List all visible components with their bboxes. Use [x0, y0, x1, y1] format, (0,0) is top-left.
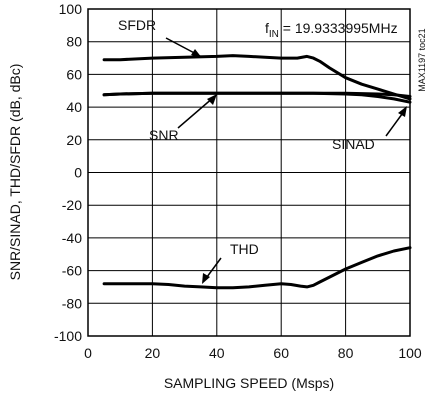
sinad-arrowhead [398, 106, 407, 117]
y-tick-label-60: 60 [66, 66, 82, 82]
y-tick-label-40: 40 [66, 99, 82, 115]
x-tick-label-0: 0 [84, 345, 92, 361]
series-line-thd [102, 246, 412, 290]
thd-arrowhead [202, 273, 210, 284]
x-tick-label-100: 100 [398, 345, 422, 361]
y-tick-label-20: 20 [66, 132, 82, 148]
y-tick-label--100: -100 [54, 328, 82, 344]
series-line-sfdr [102, 54, 412, 101]
y-tick-label--80: -80 [62, 295, 82, 311]
condition-label: fIN = 19.9333995MHz [265, 20, 398, 40]
condition-subscript: IN [269, 29, 279, 40]
thd-label: THD [230, 241, 259, 257]
plot-frame [87, 8, 411, 337]
y-tick-label--40: -40 [62, 230, 82, 246]
y-tick-label-100: 100 [59, 1, 83, 17]
sfdr-arrowhead [191, 49, 202, 58]
series-lines [102, 54, 412, 290]
sfdr-label: SFDR [118, 17, 156, 33]
snr-leader [177, 96, 215, 129]
snr-arrowhead [207, 94, 217, 105]
x-tick-label-80: 80 [338, 345, 354, 361]
tick-labels: 0 20 40 60 80 100 100 80 60 40 20 0 -20 -40 -60 -80 -100 [54, 1, 422, 361]
figure-id: MAX1197 toc21 [417, 28, 427, 91]
x-tick-label-40: 40 [209, 345, 225, 361]
x-axis-title: SAMPLING SPEED (Msps) [164, 375, 334, 391]
x-tick-label-20: 20 [145, 345, 161, 361]
y-tick-label--20: -20 [62, 197, 82, 213]
condition-suffix: = 19.9333995MHz [279, 20, 398, 36]
x-tick-label-60: 60 [273, 345, 289, 361]
y-tick-label-0: 0 [74, 165, 82, 181]
sinad-label: SINAD [332, 136, 375, 152]
y-axis-title: SNR/SINAD, THD/SFDR (dB, dBc) [7, 64, 23, 281]
snr-label: SNR [149, 127, 179, 143]
y-tick-label-80: 80 [66, 34, 82, 50]
y-tick-label--60: -60 [62, 263, 82, 279]
condition-prefix: f [265, 20, 269, 36]
series-line-sinad [102, 91, 412, 104]
